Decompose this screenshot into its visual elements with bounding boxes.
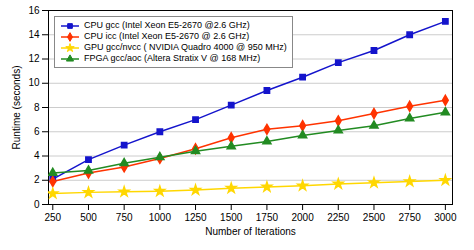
svg-text:12: 12 (28, 53, 40, 64)
svg-text:1250: 1250 (184, 212, 207, 223)
svg-text:16: 16 (28, 5, 40, 16)
svg-text:2000: 2000 (291, 212, 314, 223)
svg-text:Runtime (seconds): Runtime (seconds) (11, 66, 22, 150)
html-text:FPGA gcc/aoc (Altera Stratix V: FPGA gcc/aoc (Altera Stratix V @ 168 MHz… (84, 53, 261, 63)
svg-text:1000: 1000 (149, 212, 172, 223)
svg-text:1750: 1750 (256, 212, 279, 223)
svg-text:250: 250 (44, 212, 61, 223)
html-text:CPU icc (Intel Xeon E5-2670 @: CPU icc (Intel Xeon E5-2670 @ 2.6 GHz) (84, 31, 250, 41)
svg-text:8: 8 (34, 102, 40, 113)
svg-text:14: 14 (28, 29, 40, 40)
svg-text:2250: 2250 (327, 212, 350, 223)
svg-text:10: 10 (28, 77, 40, 88)
svg-text:0: 0 (34, 199, 40, 210)
svg-text:6: 6 (34, 126, 40, 137)
svg-text:750: 750 (116, 212, 133, 223)
svg-text:3000: 3000 (434, 212, 457, 223)
html-text:GPU gcc/nvcc ( NVIDIA Quadro 4: GPU gcc/nvcc ( NVIDIA Quadro 4000 @ 950 … (84, 42, 287, 52)
svg-text:1500: 1500 (220, 212, 243, 223)
html-text:CPU gcc (Intel Xeon E5-2670 @2: CPU gcc (Intel Xeon E5-2670 @2.6 GHz) (84, 20, 250, 30)
svg-text:2750: 2750 (399, 212, 422, 223)
svg-text:500: 500 (80, 212, 97, 223)
svg-text:2: 2 (34, 174, 40, 185)
svg-text:4: 4 (34, 150, 40, 161)
svg-text:2500: 2500 (363, 212, 386, 223)
svg-text:Number of Iterations: Number of Iterations (205, 226, 296, 237)
